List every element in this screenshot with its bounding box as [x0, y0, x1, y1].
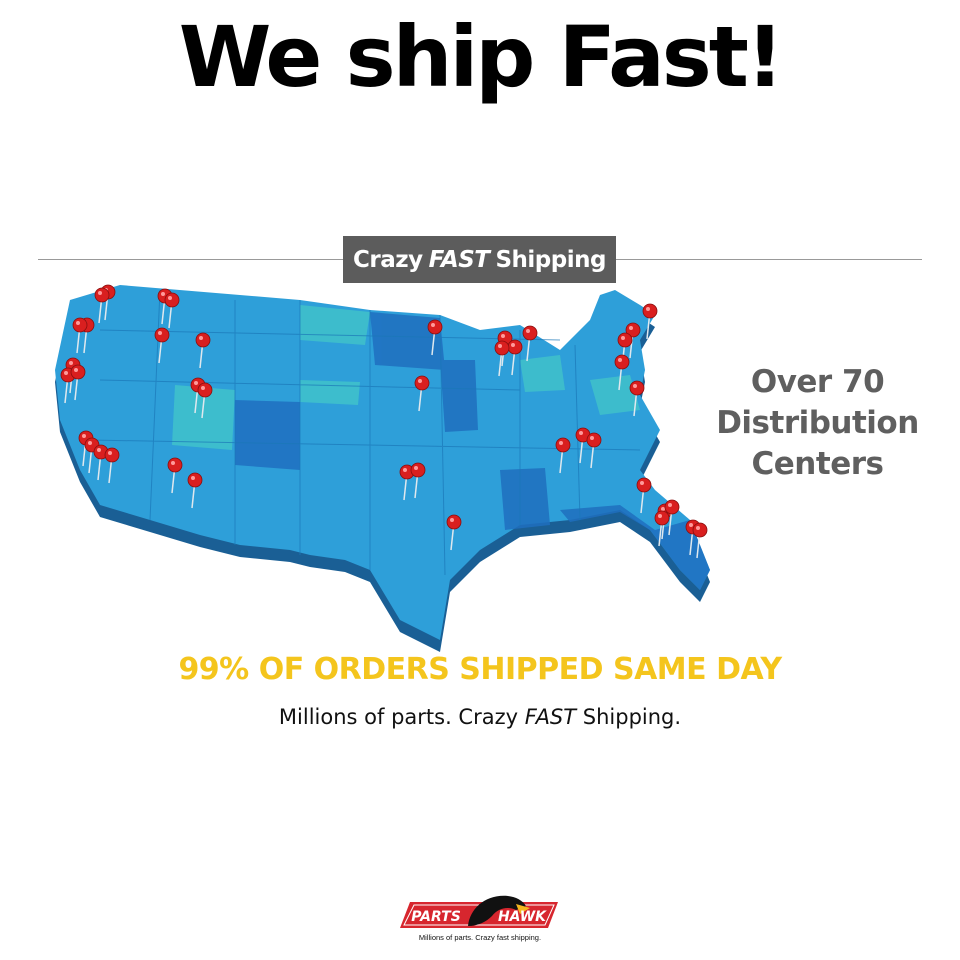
map-pin-icon [399, 464, 415, 501]
distribution-centers-callout: Over 70 Distribution Centers [705, 362, 930, 485]
map-pin-icon [414, 375, 430, 412]
banner-text-3: Shipping [495, 246, 606, 273]
map-pin-icon [586, 432, 602, 469]
map-pin-icon [494, 340, 510, 377]
map-pin-icon [195, 332, 211, 369]
map-pin-icon [164, 292, 180, 329]
banner-text-2: FAST [428, 246, 490, 273]
divider-left [38, 259, 343, 260]
map-pin-icon [70, 364, 86, 401]
map-state-dark [235, 312, 710, 590]
parts-hawk-logo: PARTS HAWK Millions of parts. Crazy fast… [400, 895, 558, 942]
map-pin-icon [629, 380, 645, 417]
tagline: Millions of parts. Crazy FAST Shipping. [0, 705, 960, 729]
logo-parts: PARTS [411, 909, 461, 925]
tagline-3: Shipping. [576, 705, 682, 729]
map-pin-icon [427, 319, 443, 356]
map-pin-icon [636, 477, 652, 514]
map-pin-icon [522, 325, 538, 362]
callout-line-1: Over 70 [750, 364, 885, 400]
hawk-head-icon [468, 895, 526, 926]
map-pin-icon [410, 462, 426, 499]
map-pin-icon [93, 444, 109, 481]
map-pin-icon [446, 514, 462, 551]
map-pin-icon [614, 354, 630, 391]
map-pin-icon [167, 457, 183, 494]
distribution-pins [60, 284, 708, 559]
map-pin-icon [197, 382, 213, 419]
map-pin-icon [94, 287, 110, 324]
map-pin-icon [555, 437, 571, 474]
callout-line-3: Centers [751, 446, 884, 482]
divider-right [616, 259, 922, 260]
map-pin-icon [154, 327, 170, 364]
tagline-1: Millions of parts. Crazy [278, 705, 525, 729]
crazy-fast-shipping-banner: Crazy FAST Shipping [343, 236, 616, 283]
map-pin-icon [625, 322, 641, 359]
map-pin-icon [642, 303, 658, 340]
map-pin-icon [664, 499, 680, 536]
map-pin-icon [72, 317, 88, 354]
logo-hawk: HAWK [498, 909, 547, 925]
tagline-2: FAST [524, 705, 577, 729]
hawk-beak-icon [516, 904, 530, 914]
map-pin-icon [104, 447, 120, 484]
map-pin-icon [654, 510, 670, 547]
map-state-borders [89, 289, 641, 576]
map-pin-icon [692, 522, 708, 559]
map-pin-icon [187, 472, 203, 509]
banner-text-1: Crazy [353, 246, 423, 273]
callout-line-2: Distribution [716, 405, 919, 441]
same-day-highlight: 99% OF ORDERS SHIPPED SAME DAY [178, 652, 782, 687]
us-map [55, 284, 710, 652]
logo-slogan: Millions of parts. Crazy fast shipping. [419, 933, 541, 942]
map-pin-icon [575, 427, 591, 464]
headline: We ship Fast! [178, 8, 784, 106]
